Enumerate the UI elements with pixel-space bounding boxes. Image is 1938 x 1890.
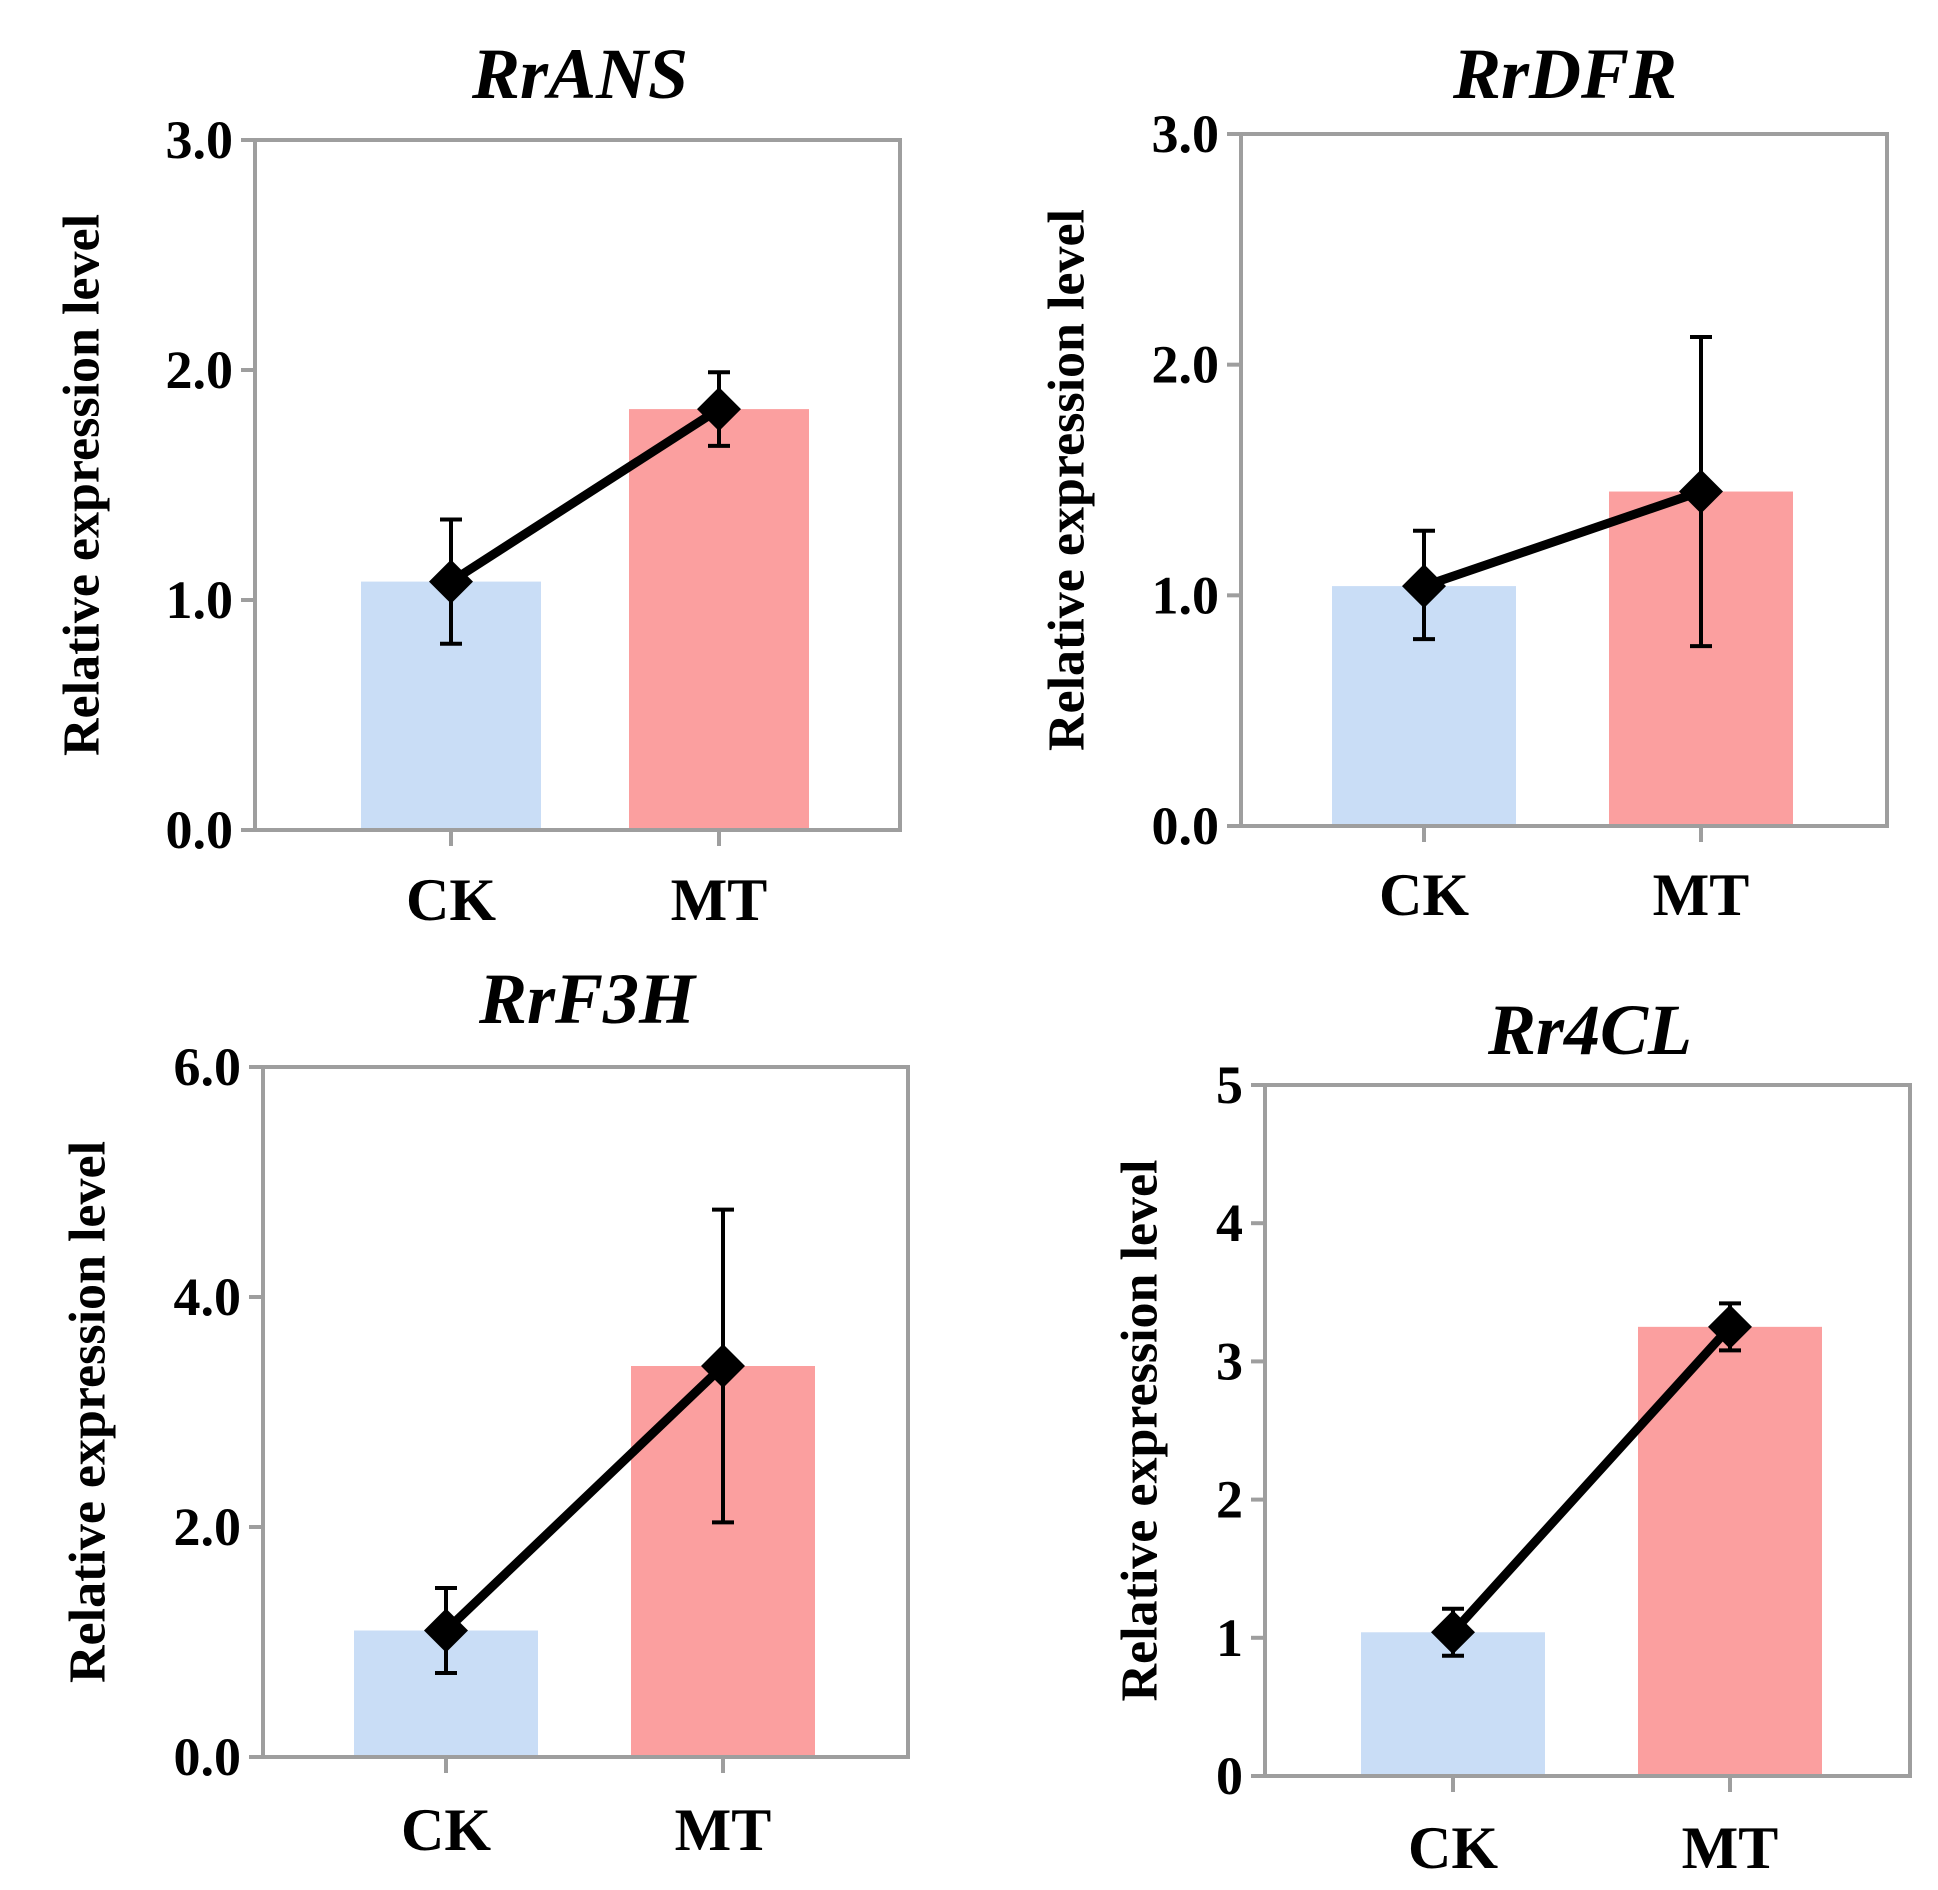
point-marker-ck xyxy=(1431,1610,1475,1655)
y-tick-label: 0.0 xyxy=(1152,796,1220,856)
y-tick-label: 1 xyxy=(1216,1608,1243,1668)
y-tick-label: 1.0 xyxy=(1152,565,1220,625)
point-marker-ck xyxy=(424,1608,468,1653)
point-marker-mt xyxy=(697,387,741,432)
x-tick-label-mt: MT xyxy=(675,1797,772,1863)
y-tick-label: 0.0 xyxy=(166,800,234,860)
plot-frame xyxy=(1239,132,1889,828)
y-axis-label: Relative expression level xyxy=(54,214,111,756)
x-tick-label-ck: CK xyxy=(1379,862,1469,928)
x-tick-label-mt: MT xyxy=(1682,1815,1779,1881)
x-tick-label-mt: MT xyxy=(1653,862,1750,928)
chart-panel-rrf3h: 0.0 2.0 4.0 6.0 CK MT RrF3H Relative expression… xyxy=(60,959,910,1863)
x-tick-label-mt: MT xyxy=(671,867,768,933)
series-line xyxy=(1449,1323,1734,1636)
chart-title: Rr4CL xyxy=(1487,990,1692,1070)
chart-title: RrDFR xyxy=(1452,34,1677,114)
y-tick-label: 3.0 xyxy=(166,110,234,170)
chart-panel-rrdfr: 0.0 1.0 2.0 3.0 CK MT RrDFR Relative expression… xyxy=(1039,34,1889,928)
y-tick-label: 4.0 xyxy=(174,1267,242,1327)
y-axis-label: Relative expression level xyxy=(1112,1159,1169,1701)
y-tick-label: 4 xyxy=(1216,1193,1243,1253)
series-line xyxy=(1422,487,1703,591)
bar-mt xyxy=(1638,1326,1822,1776)
y-tick-label: 3.0 xyxy=(1152,104,1220,164)
chart-title: RrF3H xyxy=(478,959,697,1039)
point-marker-mt xyxy=(701,1344,745,1388)
chart-title: RrANS xyxy=(471,34,688,114)
series-line xyxy=(442,1362,727,1634)
y-tick-label: 3 xyxy=(1216,1331,1243,1391)
y-axis-label: Relative expression level xyxy=(1039,209,1096,751)
point-marker-mt xyxy=(1708,1304,1752,1349)
point-marker-mt xyxy=(1679,469,1723,514)
y-tick-label: 0.0 xyxy=(174,1727,242,1787)
x-tick-label-ck: CK xyxy=(1408,1815,1498,1881)
point-marker-ck xyxy=(1402,564,1446,609)
y-tick-label: 6.0 xyxy=(174,1037,242,1097)
plot-frame xyxy=(261,1065,910,1759)
plot-frame xyxy=(1263,1083,1912,1778)
x-tick-label-ck: CK xyxy=(406,867,496,933)
y-tick-label: 2.0 xyxy=(174,1497,242,1557)
chart-panel-rrans: 0.0 1.0 2.0 3.0 CK MT RrANS Relative expression… xyxy=(54,34,902,933)
y-tick-label: 5 xyxy=(1216,1055,1243,1115)
y-axis-label: Relative expression level xyxy=(60,1141,117,1683)
y-tick-label: 0 xyxy=(1216,1746,1243,1806)
x-tick-label-ck: CK xyxy=(401,1797,491,1863)
y-tick-label: 2.0 xyxy=(166,340,234,400)
plot-frame xyxy=(253,138,902,832)
y-tick-label: 2 xyxy=(1216,1470,1243,1530)
point-marker-ck xyxy=(429,559,473,604)
chart-panel-rr4cl: 0 1 2 3 4 5 CK MT Rr4CL Relative expression level xyxy=(1112,990,1912,1881)
bar-mt xyxy=(629,409,809,830)
series-line xyxy=(448,405,722,586)
y-tick-label: 2.0 xyxy=(1152,335,1220,395)
y-tick-label: 1.0 xyxy=(166,570,234,630)
